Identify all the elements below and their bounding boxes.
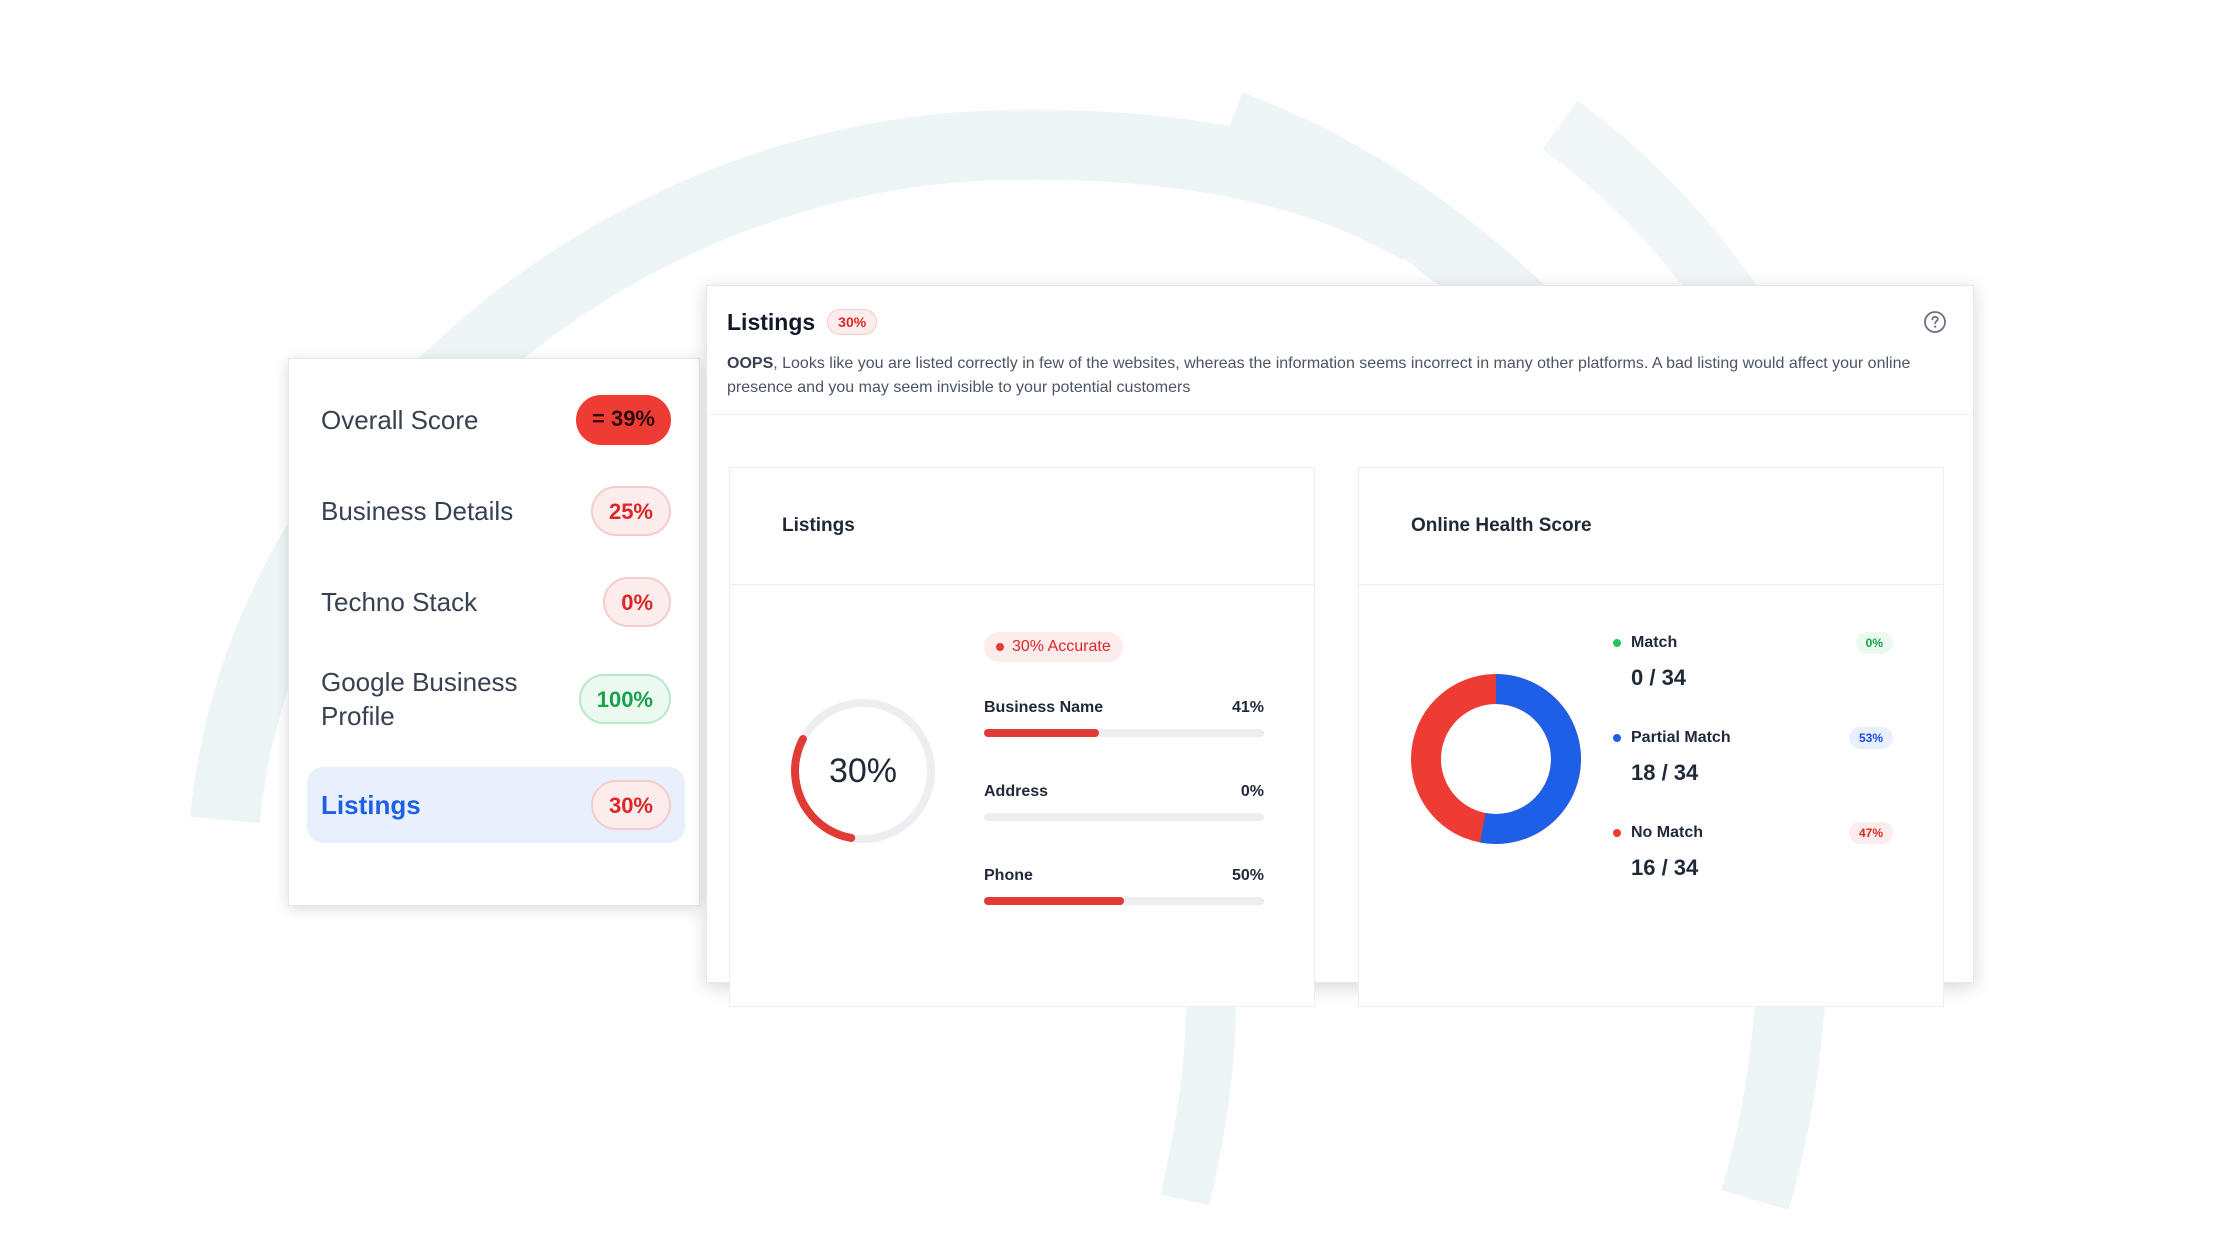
legend-label: Match xyxy=(1631,634,1678,651)
green-dot-icon xyxy=(1613,639,1621,647)
bar-value: 0% xyxy=(1240,783,1264,800)
score-label: Listings xyxy=(321,790,421,820)
red-dot-icon xyxy=(996,643,1004,651)
score-badge: 100% xyxy=(578,674,671,724)
online-health-title: Online Health Score xyxy=(1359,468,1943,585)
online-health-subcard: Online Health Score Match 0% 0 / 34 Part… xyxy=(1358,467,1944,1007)
panel-header: Listings 30% OOPS, Looks like you are li… xyxy=(727,304,1947,400)
accuracy-badge-label: 30% Accurate xyxy=(1012,638,1111,655)
score-label: Techno Stack xyxy=(321,587,478,617)
gauge-arc xyxy=(791,699,935,843)
legend-count: 16 / 34 xyxy=(1631,855,1699,880)
bar-track xyxy=(984,813,1264,821)
score-badge: 0% xyxy=(603,577,671,627)
score-item-overall[interactable]: Overall Score = 39% xyxy=(307,389,685,451)
bar-track xyxy=(984,729,1264,737)
accuracy-gauge xyxy=(791,699,935,843)
divider xyxy=(707,414,1973,415)
listings-subcard-title: Listings xyxy=(730,468,1314,585)
health-donut-chart xyxy=(1411,674,1581,844)
score-sidebar: Overall Score = 39% Business Details 25%… xyxy=(288,358,700,906)
legend-match: Match 0% 0 / 34 xyxy=(1613,631,1893,691)
score-item-techno-stack[interactable]: Techno Stack 0% xyxy=(307,571,685,633)
bar-label: Phone xyxy=(984,867,1033,884)
listings-panel: Listings 30% OOPS, Looks like you are li… xyxy=(706,285,1974,1007)
score-label: Google Business Profile xyxy=(321,667,518,731)
bar-fill xyxy=(984,897,1124,905)
bar-phone: Phone 50% xyxy=(984,867,1264,905)
bar-value: 50% xyxy=(1231,867,1264,884)
legend-count: 18 / 34 xyxy=(1631,760,1699,785)
score-item-google-business-profile[interactable]: Google Business Profile 100% xyxy=(307,659,685,739)
donut-blue-segment xyxy=(1411,674,1581,844)
bar-label: Address xyxy=(984,783,1049,800)
panel-description: OOPS, Looks like you are listed correctl… xyxy=(727,352,1937,400)
legend-label: Partial Match xyxy=(1631,729,1731,746)
red-dot-icon xyxy=(1613,829,1621,837)
score-badge: 30% xyxy=(590,780,671,830)
score-label: Business Details xyxy=(321,496,514,526)
panel-title-badge: 30% xyxy=(827,309,878,335)
legend-pct-badge: 47% xyxy=(1848,822,1893,844)
score-item-listings[interactable]: Listings 30% xyxy=(307,767,685,843)
description-lead: OOPS xyxy=(727,355,774,372)
legend-label: No Match xyxy=(1631,824,1703,841)
bar-fill xyxy=(984,729,1099,737)
panel-title: Listings xyxy=(727,308,816,335)
score-badge: 25% xyxy=(590,486,671,536)
legend-count: 0 / 34 xyxy=(1631,665,1687,690)
legend-partial-match: Partial Match 53% 18 / 34 xyxy=(1613,726,1893,786)
gauge-value: 30% xyxy=(828,751,898,790)
accuracy-badge: 30% Accurate xyxy=(984,632,1123,662)
legend-pct-badge: 53% xyxy=(1848,727,1893,749)
question-circle-icon[interactable] xyxy=(1923,310,1947,334)
score-badge: = 39% xyxy=(576,395,671,445)
legend-pct-badge: 0% xyxy=(1855,632,1893,654)
bar-business-name: Business Name 41% xyxy=(984,699,1264,737)
bar-track xyxy=(984,897,1264,905)
listings-subcard: Listings 30% 30% Accurate Business Name … xyxy=(729,467,1315,1007)
score-label: Overall Score xyxy=(321,405,479,435)
legend-no-match: No Match 47% 16 / 34 xyxy=(1613,821,1893,881)
description-body: , Looks like you are listed correctly in… xyxy=(727,355,1911,396)
blue-dot-icon xyxy=(1613,734,1621,742)
bar-label: Business Name xyxy=(984,699,1104,716)
bar-value: 41% xyxy=(1231,699,1264,716)
score-item-business-details[interactable]: Business Details 25% xyxy=(307,480,685,542)
bar-address: Address 0% xyxy=(984,783,1264,821)
